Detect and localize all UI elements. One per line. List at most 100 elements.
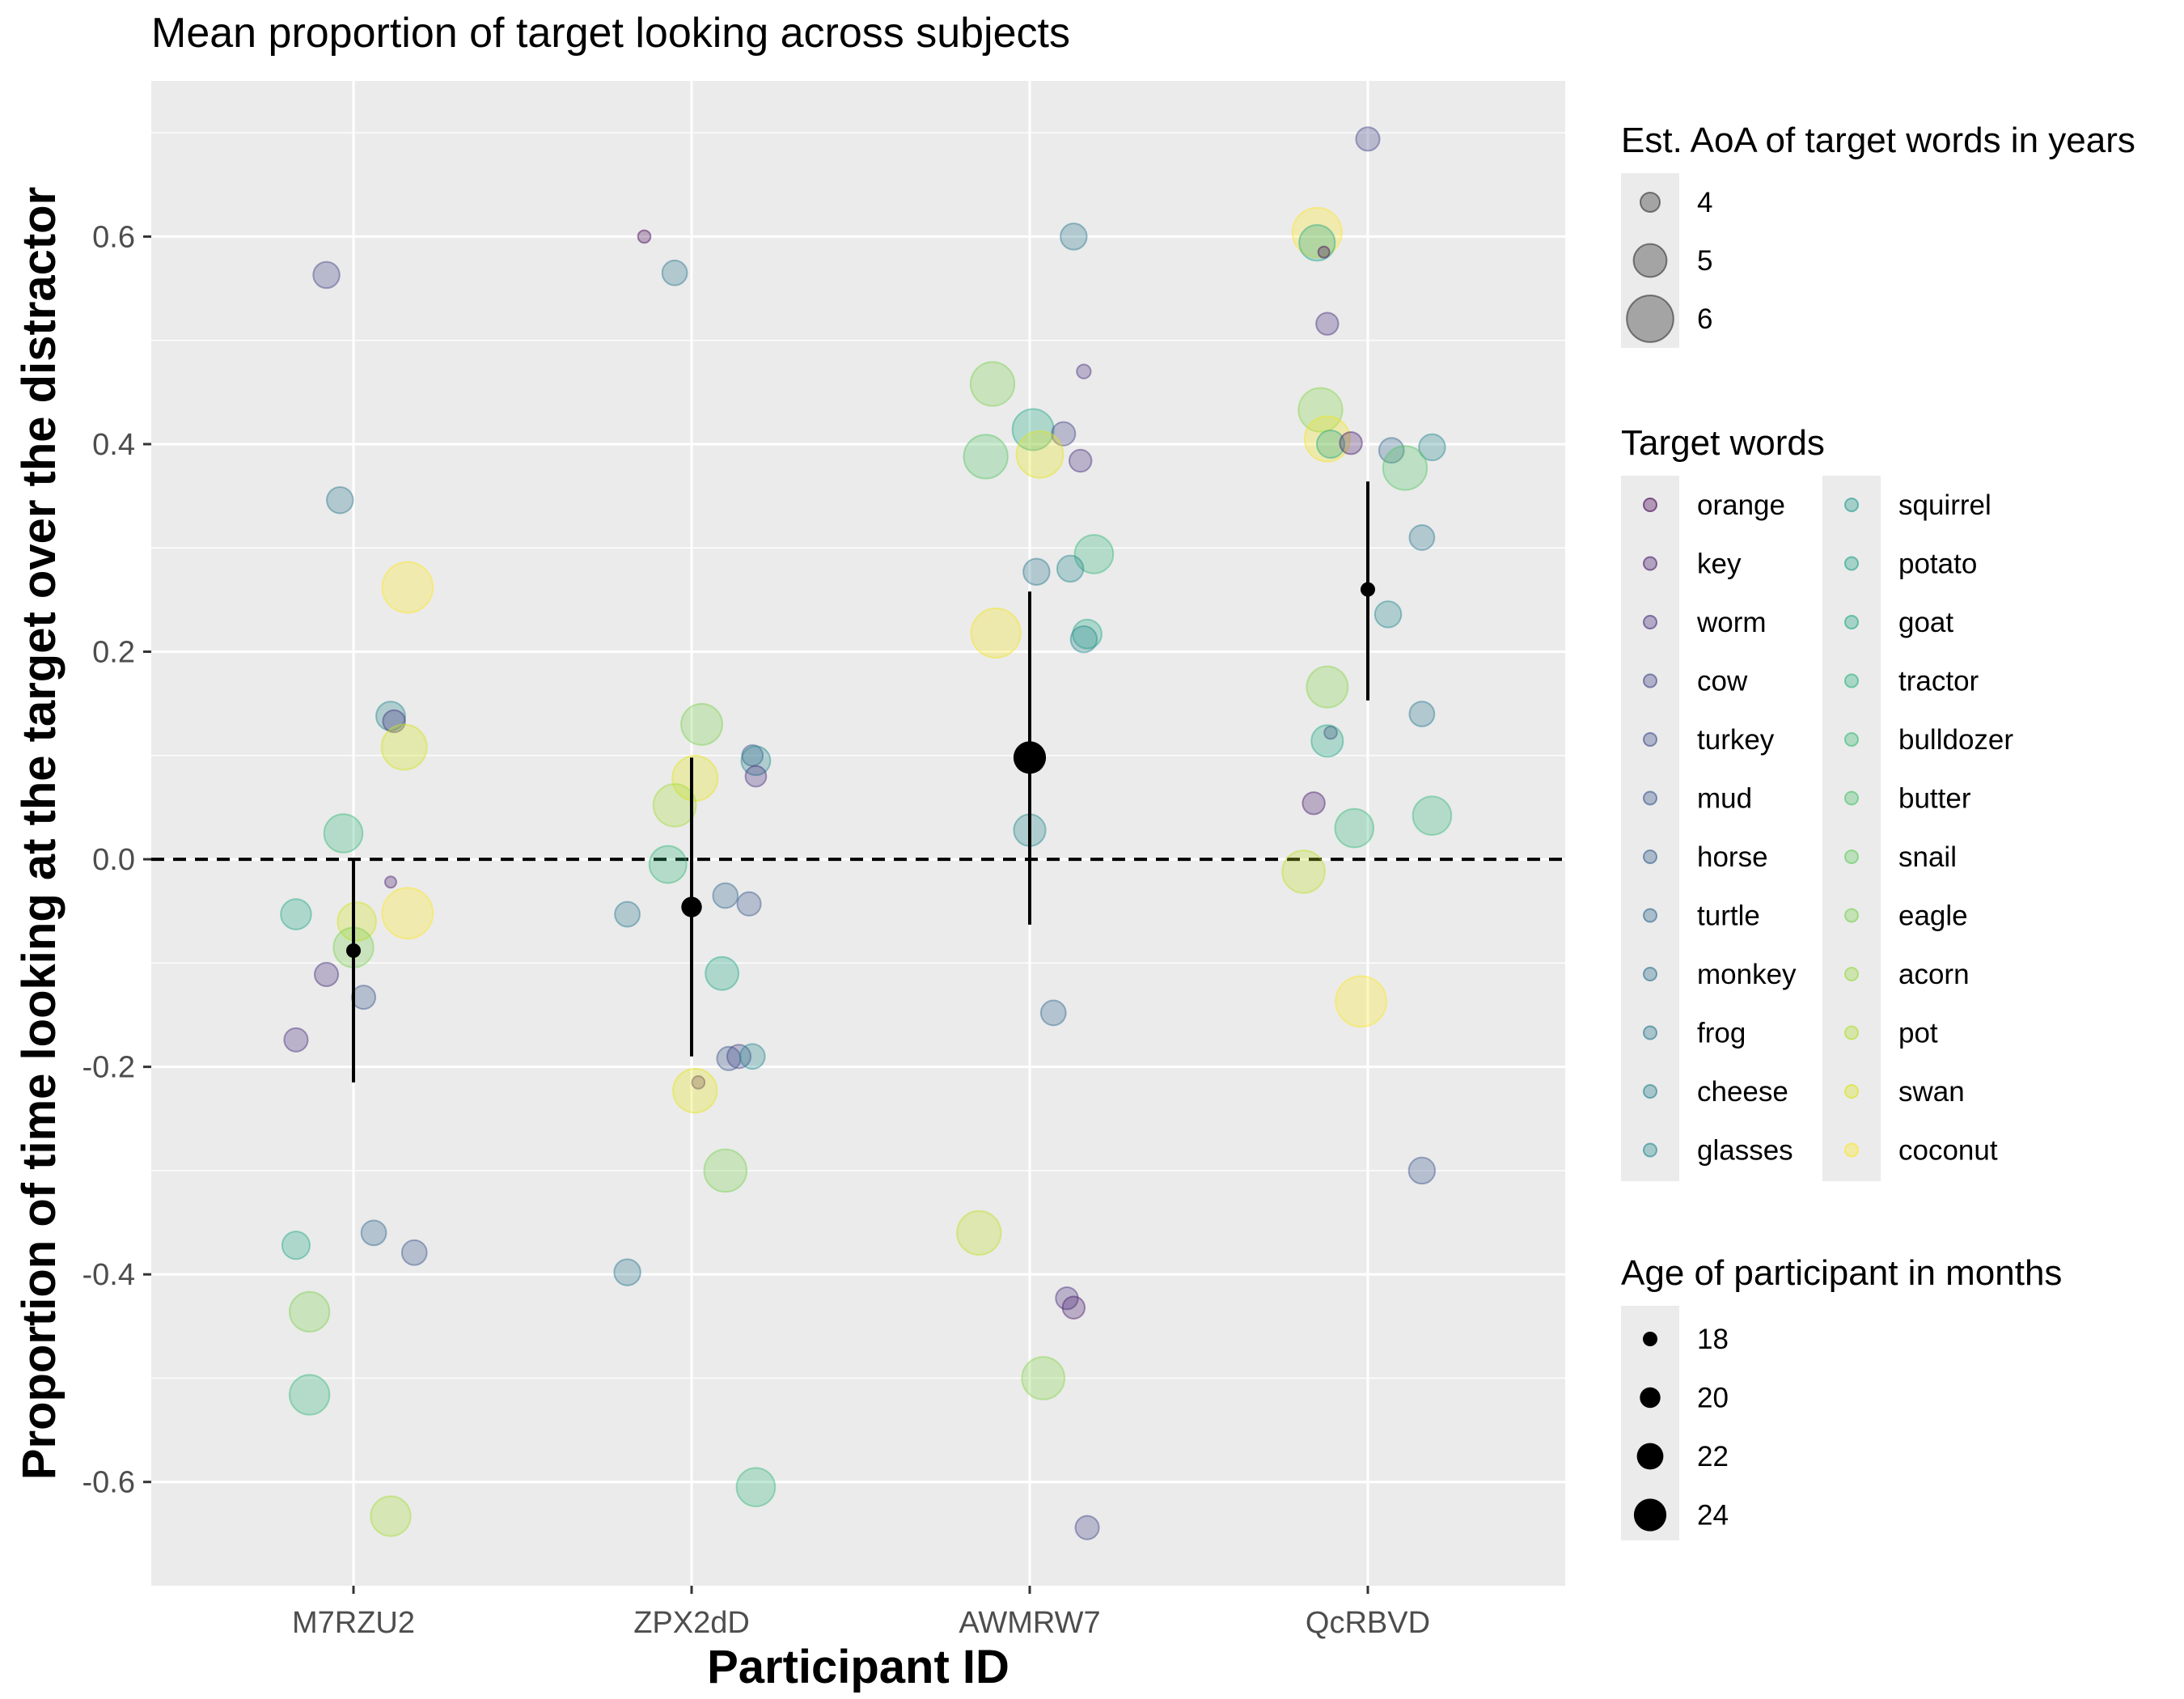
legend-word-key xyxy=(1844,908,1859,923)
legend-word-key xyxy=(1643,615,1657,629)
legend-word-label: potato xyxy=(1898,549,1977,580)
legend-words: Target words orange key worm cow turkey mud ho… xyxy=(1621,423,2013,1181)
data-point xyxy=(652,783,697,828)
mean-point xyxy=(681,896,702,917)
data-point xyxy=(1317,245,1331,259)
data-point xyxy=(969,361,1016,407)
legend-word-label: turkey xyxy=(1697,724,1775,756)
data-point xyxy=(326,485,354,515)
legend-word-key xyxy=(1643,790,1657,806)
data-point xyxy=(1408,701,1436,727)
legend-word-key xyxy=(1643,1025,1657,1040)
data-point xyxy=(1382,445,1428,491)
legend-word-key xyxy=(1844,498,1859,512)
data-point xyxy=(712,882,739,909)
legend-word-label: tractor xyxy=(1898,666,1979,697)
legend-word-label: bulldozer xyxy=(1898,724,2013,756)
data-point xyxy=(1291,206,1343,258)
data-point xyxy=(381,561,434,614)
data-point xyxy=(1051,421,1077,447)
data-point xyxy=(360,1219,387,1247)
word-points xyxy=(280,126,1453,1540)
legend-word-label: glasses xyxy=(1697,1135,1793,1167)
data-point xyxy=(680,702,724,746)
legend-word-key xyxy=(1643,850,1657,864)
data-point xyxy=(1306,665,1349,709)
data-point xyxy=(637,229,652,244)
data-point xyxy=(741,744,764,767)
data-point xyxy=(613,1258,641,1286)
legend-word-label: orange xyxy=(1697,489,1785,521)
legend-aoa-key-background xyxy=(1621,173,1679,348)
legend-word-key xyxy=(1643,1084,1657,1099)
mean-point xyxy=(346,943,361,958)
data-point xyxy=(1303,415,1351,463)
data-point xyxy=(370,1495,412,1537)
legend-word-label: snail xyxy=(1898,841,1957,873)
data-point xyxy=(280,898,312,930)
legend-aoa-key xyxy=(1632,243,1668,278)
legend-word-label: acorn xyxy=(1898,959,1970,990)
legend-word-key xyxy=(1844,850,1859,864)
mean-point xyxy=(1013,741,1047,774)
y-tick-label: 0.0 xyxy=(92,843,135,877)
legend-age-key xyxy=(1636,1443,1664,1470)
x-tick-label: M7RZU2 xyxy=(292,1606,415,1640)
data-point xyxy=(1334,807,1375,849)
data-point xyxy=(1061,1295,1086,1320)
legend-word-label: mud xyxy=(1697,783,1752,815)
data-point xyxy=(323,813,364,854)
legend-word-key xyxy=(1643,967,1657,981)
legend-word-label: key xyxy=(1697,549,1742,580)
legend-age-label: 18 xyxy=(1697,1324,1729,1355)
legend-word-label: cow xyxy=(1697,666,1748,697)
data-point xyxy=(1039,999,1067,1027)
legend-word-label: horse xyxy=(1697,841,1768,873)
legend-word-key xyxy=(1844,1142,1859,1158)
legend-age-key xyxy=(1643,1332,1657,1346)
data-point xyxy=(1073,534,1115,574)
legend-word-key xyxy=(1844,556,1859,571)
y-axis-title: Proportion of time looking at the target… xyxy=(13,187,66,1480)
y-tick-label: 0.2 xyxy=(92,636,135,670)
data-point xyxy=(956,1210,1002,1256)
legend-aoa-key xyxy=(1639,191,1661,214)
data-point xyxy=(283,1027,309,1053)
data-point xyxy=(744,765,768,788)
legend-age-label: 22 xyxy=(1697,1441,1729,1472)
data-point xyxy=(281,1231,311,1260)
legend-word-key xyxy=(1844,967,1859,981)
data-point xyxy=(1315,429,1346,460)
data-point xyxy=(1412,795,1453,836)
data-point xyxy=(1072,618,1103,650)
data-point xyxy=(1022,557,1051,586)
data-point xyxy=(1015,430,1064,479)
data-point xyxy=(1069,625,1098,654)
mean-point xyxy=(1361,582,1375,597)
data-point xyxy=(735,1467,777,1507)
data-point xyxy=(691,1075,706,1090)
data-point xyxy=(1298,223,1336,262)
y-tick-label: -0.2 xyxy=(83,1051,135,1085)
data-point xyxy=(1068,448,1093,473)
data-point xyxy=(716,1045,742,1071)
data-point xyxy=(661,259,688,286)
legend-word-label: eagle xyxy=(1898,900,1968,932)
data-point xyxy=(400,1239,428,1266)
legend-aoa-key xyxy=(1626,294,1674,343)
data-point xyxy=(336,901,377,942)
data-point xyxy=(1011,408,1055,451)
data-point xyxy=(740,745,772,777)
data-point xyxy=(1281,850,1326,894)
x-axis: M7RZU2 ZPX2dD AWMRW7 QcRBVD xyxy=(292,1586,1430,1640)
data-point xyxy=(970,607,1022,659)
data-point xyxy=(672,1067,718,1114)
legend-word-key xyxy=(1643,673,1657,688)
legend-age-key xyxy=(1640,1387,1661,1409)
data-point xyxy=(1373,600,1403,629)
legend-age: Age of participant in months 18 20 22 24 xyxy=(1621,1253,2062,1540)
data-point xyxy=(1074,1515,1100,1540)
legend-word-label: coconut xyxy=(1898,1135,1998,1167)
data-point xyxy=(1076,363,1092,379)
